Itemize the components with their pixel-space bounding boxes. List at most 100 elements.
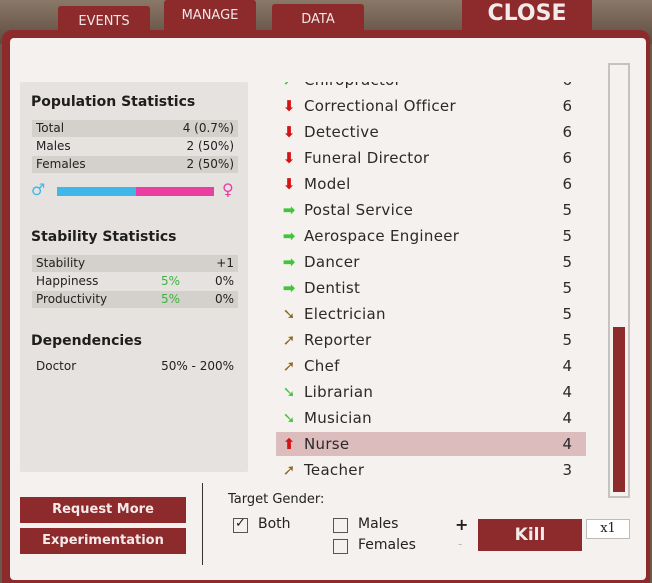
right-arrow-green-icon: ➡ — [282, 253, 296, 271]
multiplier-field[interactable]: x1 — [586, 519, 630, 539]
job-row[interactable]: ➡ Postal Service 5 — [276, 198, 586, 222]
stat-value: +1 — [216, 256, 234, 270]
down-arrow-red-icon: ⬇ — [282, 97, 296, 115]
female-portion — [136, 187, 214, 196]
males-checkbox[interactable] — [333, 518, 348, 533]
stat-value: 0% — [214, 274, 234, 288]
dependency-row-doctor: Doctor 50% - 200% — [32, 358, 238, 375]
job-count: 6 — [562, 82, 572, 89]
stat-value: 50% - 200% — [161, 359, 234, 373]
right-arrow-green-icon: ➡ — [282, 279, 296, 297]
down-arrow-red-icon: ⬇ — [282, 149, 296, 167]
checkmark-icon: ✓ — [235, 516, 246, 531]
job-name: Funeral Director — [304, 149, 430, 167]
job-count: 5 — [562, 201, 572, 219]
tab-manage[interactable]: MANAGE — [164, 0, 256, 32]
job-name: Chef — [304, 357, 340, 375]
stat-bonus: 5% — [160, 292, 180, 306]
job-name: Postal Service — [304, 201, 414, 219]
male-symbol-icon: ♂ — [31, 180, 46, 199]
stat-label: Total — [36, 121, 65, 135]
increase-button[interactable]: + — [455, 515, 469, 534]
job-count: 5 — [562, 279, 572, 297]
both-label: Both — [258, 516, 291, 532]
scroll-thumb[interactable] — [613, 327, 625, 492]
up-right-arrow-olive-icon: ➚ — [282, 331, 296, 349]
stability-title: Stability Statistics — [31, 229, 177, 245]
kill-button[interactable]: Kill — [478, 519, 582, 551]
stat-label: Females — [36, 157, 86, 171]
job-count: 6 — [562, 97, 572, 115]
job-name: Nurse — [304, 435, 350, 453]
job-count: 5 — [562, 331, 572, 349]
up-right-arrow-olive-icon: ➚ — [282, 357, 296, 375]
up-right-arrow-olive-icon: ➚ — [282, 461, 296, 476]
stat-label: Happiness — [36, 274, 99, 288]
stat-value: 0% — [214, 292, 234, 306]
job-count: 4 — [562, 435, 572, 453]
job-row[interactable]: ➘ Librarian 4 — [276, 380, 586, 404]
stat-label: Males — [36, 139, 71, 153]
job-count: 3 — [562, 461, 572, 476]
job-name: Teacher — [304, 461, 365, 476]
close-button[interactable]: CLOSE — [462, 0, 592, 30]
job-row[interactable]: ➚ Reporter 5 — [276, 328, 586, 352]
job-row[interactable]: ⬇ Detective 6 — [276, 120, 586, 144]
experimentation-button[interactable]: Experimentation — [20, 528, 186, 554]
job-name: Chiropractor — [304, 82, 401, 89]
stat-bonus: 5% — [160, 274, 180, 288]
job-row[interactable]: ⬇ Correctional Officer 6 — [276, 94, 586, 118]
job-row[interactable]: ➘ Electrician 5 — [276, 302, 586, 326]
job-count: 6 — [562, 149, 572, 167]
stats-panel: Population Statistics Total 4 (0.7%) Mal… — [20, 82, 248, 472]
stat-value: 2 (50%) — [186, 157, 234, 171]
target-gender-label: Target Gender: — [228, 492, 325, 507]
job-count: 5 — [562, 253, 572, 271]
job-count: 6 — [562, 175, 572, 193]
scrollbar[interactable] — [608, 63, 630, 498]
down-right-arrow-green-icon: ➘ — [282, 383, 296, 401]
job-row[interactable]: ⬇ Model 6 — [276, 172, 586, 196]
stat-row-happiness: Happiness 5% 0% — [32, 273, 238, 290]
gender-ratio-bar — [57, 187, 214, 196]
job-name: Model — [304, 175, 351, 193]
decrease-button[interactable]: - — [458, 537, 463, 551]
female-symbol-icon: ♀ — [222, 180, 234, 199]
both-checkbox[interactable]: ✓ — [233, 516, 248, 533]
job-name: Reporter — [304, 331, 372, 349]
job-name: Librarian — [304, 383, 374, 401]
stat-row-stability: Stability +1 — [32, 255, 238, 272]
males-label: Males — [358, 516, 399, 532]
population-title: Population Statistics — [31, 94, 196, 110]
job-row[interactable]: ➚ Teacher 3 — [276, 458, 586, 476]
divider — [202, 483, 203, 565]
job-count: 5 — [562, 305, 572, 323]
females-checkbox[interactable] — [333, 539, 348, 554]
up-arrow-red-icon: ⬆ — [282, 435, 296, 453]
job-row[interactable]: ➚ Chef 4 — [276, 354, 586, 378]
job-row[interactable]: ➡ Dentist 5 — [276, 276, 586, 300]
job-name: Correctional Officer — [304, 97, 456, 115]
job-row[interactable]: ➚ Chiropractor 6 — [276, 82, 586, 92]
job-name: Aerospace Engineer — [304, 227, 460, 245]
down-right-arrow-olive-icon: ➘ — [282, 305, 296, 323]
stat-label: Productivity — [36, 292, 108, 306]
job-row[interactable]: ⬇ Funeral Director 6 — [276, 146, 586, 170]
job-count: 4 — [562, 383, 572, 401]
job-count: 4 — [562, 357, 572, 375]
job-row[interactable]: ➘ Musician 4 — [276, 406, 586, 430]
down-arrow-red-icon: ⬇ — [282, 123, 296, 141]
up-right-arrow-green-icon: ➚ — [280, 82, 298, 89]
job-name: Musician — [304, 409, 372, 427]
stat-value: 4 (0.7%) — [182, 121, 234, 135]
job-name: Electrician — [304, 305, 386, 323]
right-arrow-green-icon: ➡ — [282, 201, 296, 219]
right-arrow-green-icon: ➡ — [282, 227, 296, 245]
down-right-arrow-green-icon: ➘ — [282, 409, 296, 427]
job-row[interactable]: ➡ Aerospace Engineer 5 — [276, 224, 586, 248]
job-row[interactable]: ⬆ Nurse 4 — [276, 432, 586, 456]
job-row[interactable]: ➡ Dancer 5 — [276, 250, 586, 274]
dependencies-title: Dependencies — [31, 333, 143, 349]
job-list[interactable]: ➚ Chiropractor 6 ⬇ Correctional Officer 6 ⬇ Det… — [276, 82, 588, 476]
request-more-button[interactable]: Request More — [20, 497, 186, 523]
